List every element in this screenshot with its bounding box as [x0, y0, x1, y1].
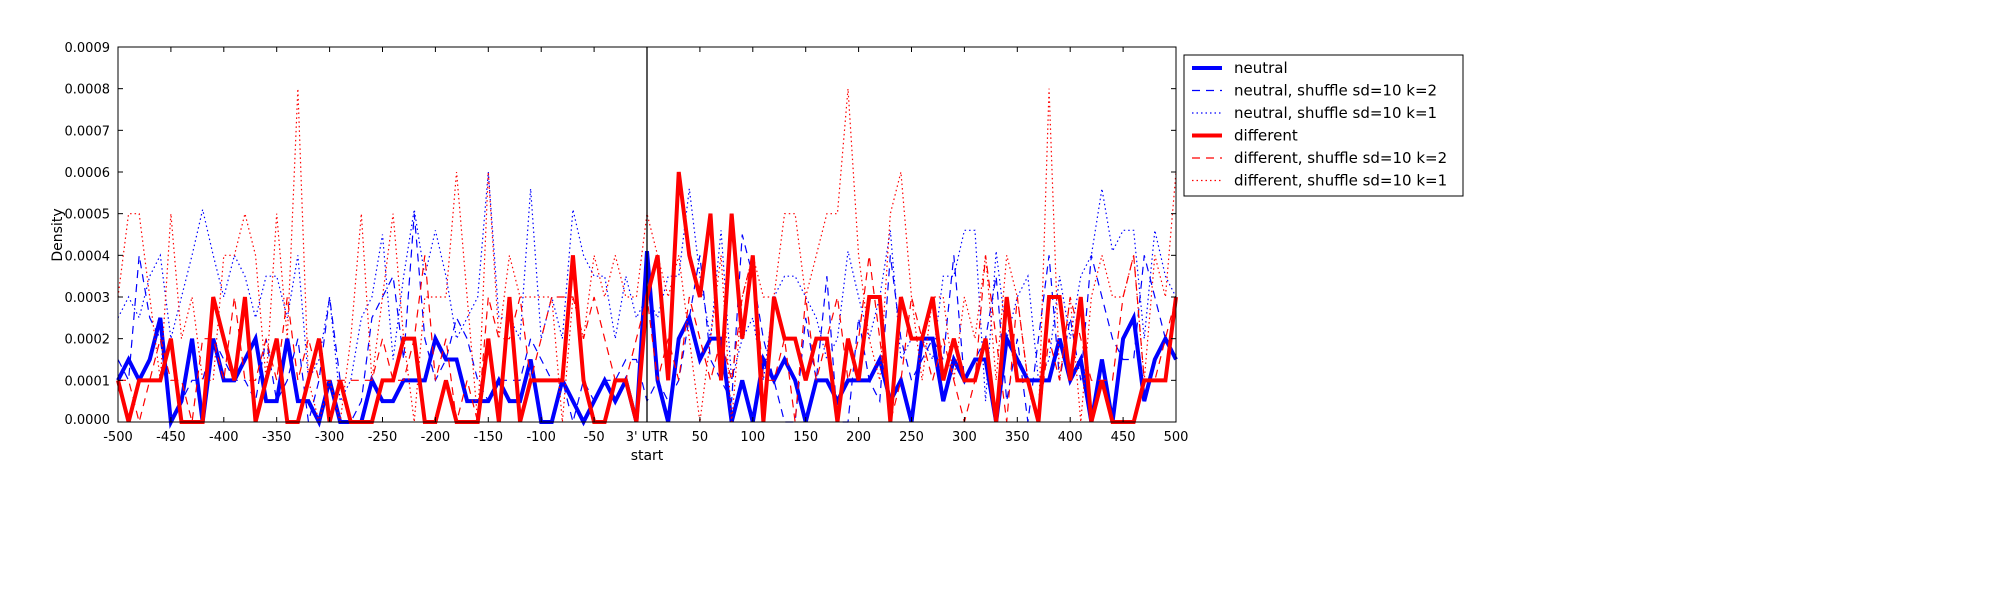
- x-tick-label: -100: [526, 430, 556, 445]
- y-tick-label: 0.0002: [65, 333, 111, 348]
- series-line-5: [117, 88, 1177, 423]
- x-tick-label: -400: [209, 430, 239, 445]
- x-tick-label: -250: [368, 430, 398, 445]
- y-tick-label: 0.0004: [65, 249, 111, 264]
- x-tick-label: 300: [952, 430, 977, 445]
- x-tick-label: 500: [1164, 430, 1189, 445]
- y-tick-label: 0.0005: [65, 208, 111, 223]
- x-tick-label: 100: [740, 430, 765, 445]
- legend-label: different, shuffle sd=10 k=2: [1234, 149, 1447, 167]
- y-tick-label: 0.0007: [65, 124, 111, 139]
- x-tick-label: -450: [156, 430, 186, 445]
- x-tick-label: -150: [474, 430, 504, 445]
- x-axis-label: start: [631, 448, 664, 464]
- y-tick-label: 0.0001: [65, 374, 111, 389]
- y-tick-label: 0.0000: [65, 413, 111, 428]
- x-tick-label: -500: [103, 430, 133, 445]
- legend-label: neutral, shuffle sd=10 k=2: [1234, 82, 1437, 100]
- x-tick-label: 350: [1005, 430, 1030, 445]
- y-tick-label: 0.0008: [65, 83, 111, 98]
- y-tick-label: 0.0003: [65, 291, 111, 306]
- x-tick-label: -200: [421, 430, 451, 445]
- legend-label: different, shuffle sd=10 k=1: [1234, 172, 1447, 190]
- legend-label: neutral: [1234, 59, 1288, 77]
- x-tick-label: -300: [315, 430, 345, 445]
- y-tick-label: 0.0006: [65, 166, 111, 181]
- x-tick-label: -50: [583, 430, 604, 445]
- x-tick-label: 400: [1058, 430, 1083, 445]
- x-tick-label: 250: [899, 430, 924, 445]
- y-tick-label: 0.0009: [65, 41, 111, 56]
- legend-box: [1183, 54, 1464, 197]
- legend-label: different: [1234, 127, 1298, 145]
- legend-label: neutral, shuffle sd=10 k=1: [1234, 104, 1437, 122]
- y-axis-label: Density: [50, 208, 66, 261]
- x-tick-label: -350: [262, 430, 292, 445]
- x-tick-label: 50: [692, 430, 709, 445]
- x-tick-label: 3' UTR: [626, 430, 668, 445]
- series-line-2: [117, 171, 1177, 404]
- x-tick-label: 150: [793, 430, 818, 445]
- legend: neutral neutral, shuffle sd=10 k=2 neutral…: [1183, 54, 1464, 197]
- x-tick-label: 450: [1111, 430, 1136, 445]
- x-tick-label: 200: [846, 430, 871, 445]
